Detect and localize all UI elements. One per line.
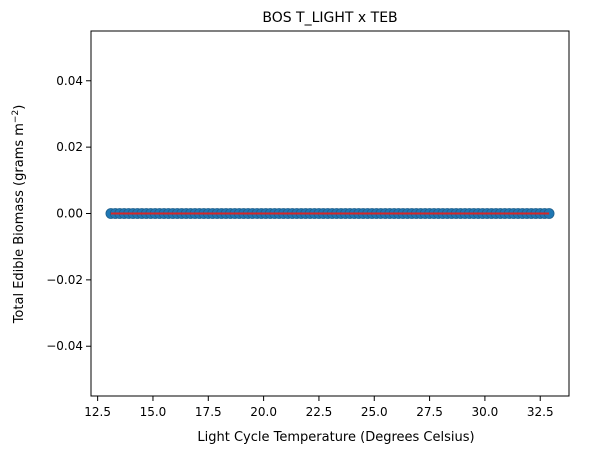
x-tick-label: 22.5 bbox=[306, 405, 333, 419]
y-axis-label-close: ) bbox=[12, 105, 27, 110]
y-axis-label-superscript: −2 bbox=[11, 110, 21, 123]
x-tick-label: 30.0 bbox=[472, 405, 499, 419]
y-tick-label: 0.02 bbox=[56, 140, 83, 154]
x-axis-ticks: 12.5 15.0 17.5 20.0 22.5 25.0 27.5 30.0 32.5 bbox=[84, 396, 554, 419]
x-tick-label: 12.5 bbox=[84, 405, 111, 419]
x-tick-label: 17.5 bbox=[195, 405, 222, 419]
chart-title: BOS T_LIGHT x TEB bbox=[262, 10, 397, 26]
y-axis-ticks: −0.04 −0.02 0.00 0.02 0.04 bbox=[46, 74, 91, 353]
x-tick-label: 20.0 bbox=[250, 405, 277, 419]
x-tick-label: 32.5 bbox=[527, 405, 554, 419]
y-tick-label: −0.02 bbox=[46, 273, 83, 287]
x-tick-label: 27.5 bbox=[416, 405, 443, 419]
y-tick-label: 0.04 bbox=[56, 74, 83, 88]
x-tick-label: 15.0 bbox=[140, 405, 167, 419]
x-axis-label: Light Cycle Temperature (Degrees Celsius… bbox=[197, 430, 474, 445]
x-tick-label: 25.0 bbox=[361, 405, 388, 419]
y-axis-label: Total Edible Biomass (grams m−2) bbox=[11, 105, 27, 325]
y-axis-label-main: Total Edible Biomass (grams m bbox=[12, 123, 27, 324]
y-tick-label: 0.00 bbox=[56, 207, 83, 221]
y-tick-label: −0.04 bbox=[46, 339, 83, 353]
